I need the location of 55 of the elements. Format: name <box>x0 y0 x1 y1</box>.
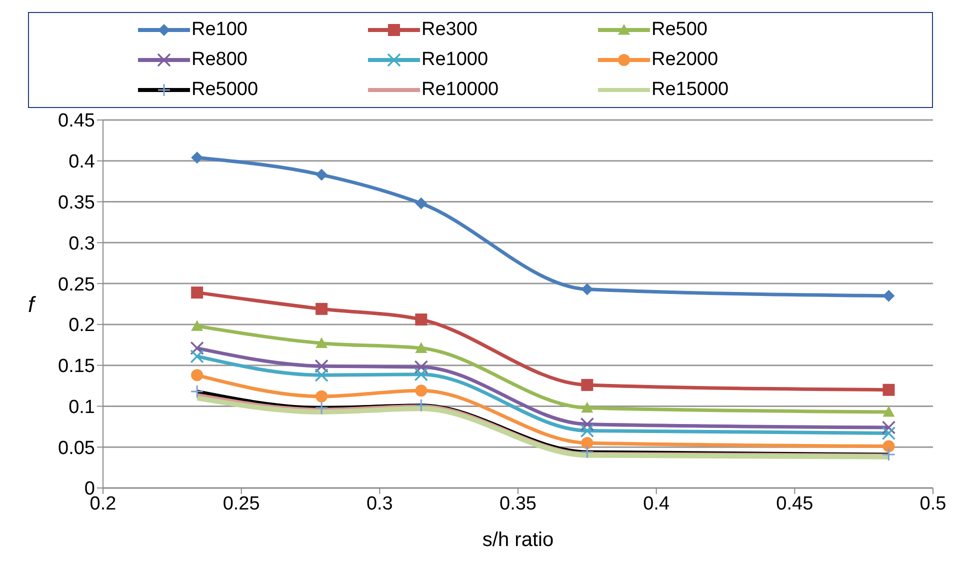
point <box>316 337 328 348</box>
point <box>580 417 594 432</box>
x-axis-title: s/h ratio <box>482 529 554 551</box>
y-tick-label: 0.25 <box>58 274 95 296</box>
x-tick-label: 0.25 <box>222 493 260 514</box>
legend-label: Re300 <box>422 19 478 41</box>
point <box>314 359 328 374</box>
y-tick-label: 0.3 <box>68 233 95 254</box>
legend-label: Re2000 <box>652 49 718 71</box>
point <box>581 437 594 450</box>
legend-label: Re5000 <box>192 79 258 101</box>
point <box>316 390 328 402</box>
y-tick-label: 0.1 <box>68 396 95 418</box>
point <box>316 302 328 315</box>
point <box>415 314 428 326</box>
point <box>191 369 204 382</box>
y-tick-label: 0.45 <box>58 110 95 132</box>
legend-label: Re100 <box>192 19 248 41</box>
x-tick-label: 0.35 <box>500 493 536 514</box>
legend-label: Re800 <box>192 49 248 71</box>
x-tick-label: 0.3 <box>366 493 393 514</box>
point <box>314 368 328 382</box>
point <box>882 406 895 417</box>
y-tick-label: 0.15 <box>58 356 95 378</box>
point <box>191 320 204 331</box>
point <box>415 342 428 353</box>
legend-label: Re500 <box>652 19 708 41</box>
x-tick-label: 0.5 <box>920 493 946 514</box>
legend-label: Re1000 <box>422 49 488 71</box>
point <box>414 360 428 374</box>
legend-label: Re10000 <box>422 79 499 101</box>
point <box>580 424 594 438</box>
point <box>191 286 204 299</box>
y-tick-label: 0.4 <box>68 152 96 173</box>
y-tick-label: 0.35 <box>58 192 95 214</box>
point <box>581 402 594 413</box>
point <box>415 197 428 210</box>
point <box>581 283 594 296</box>
y-axis-title: f <box>28 292 37 317</box>
point <box>190 349 204 364</box>
point <box>316 168 328 181</box>
point <box>882 420 896 434</box>
point <box>414 367 428 382</box>
point <box>882 290 895 302</box>
point <box>882 426 896 440</box>
y-tick-label: 0.05 <box>58 438 95 459</box>
point <box>581 378 594 391</box>
point <box>882 384 895 396</box>
x-tick-label: 0.4 <box>643 493 670 514</box>
point <box>415 384 428 397</box>
point <box>191 152 204 164</box>
point <box>882 440 895 452</box>
legend-label: Re15000 <box>652 79 729 101</box>
y-tick-label: 0.2 <box>68 315 95 336</box>
x-tick-label: 0.45 <box>776 493 814 514</box>
